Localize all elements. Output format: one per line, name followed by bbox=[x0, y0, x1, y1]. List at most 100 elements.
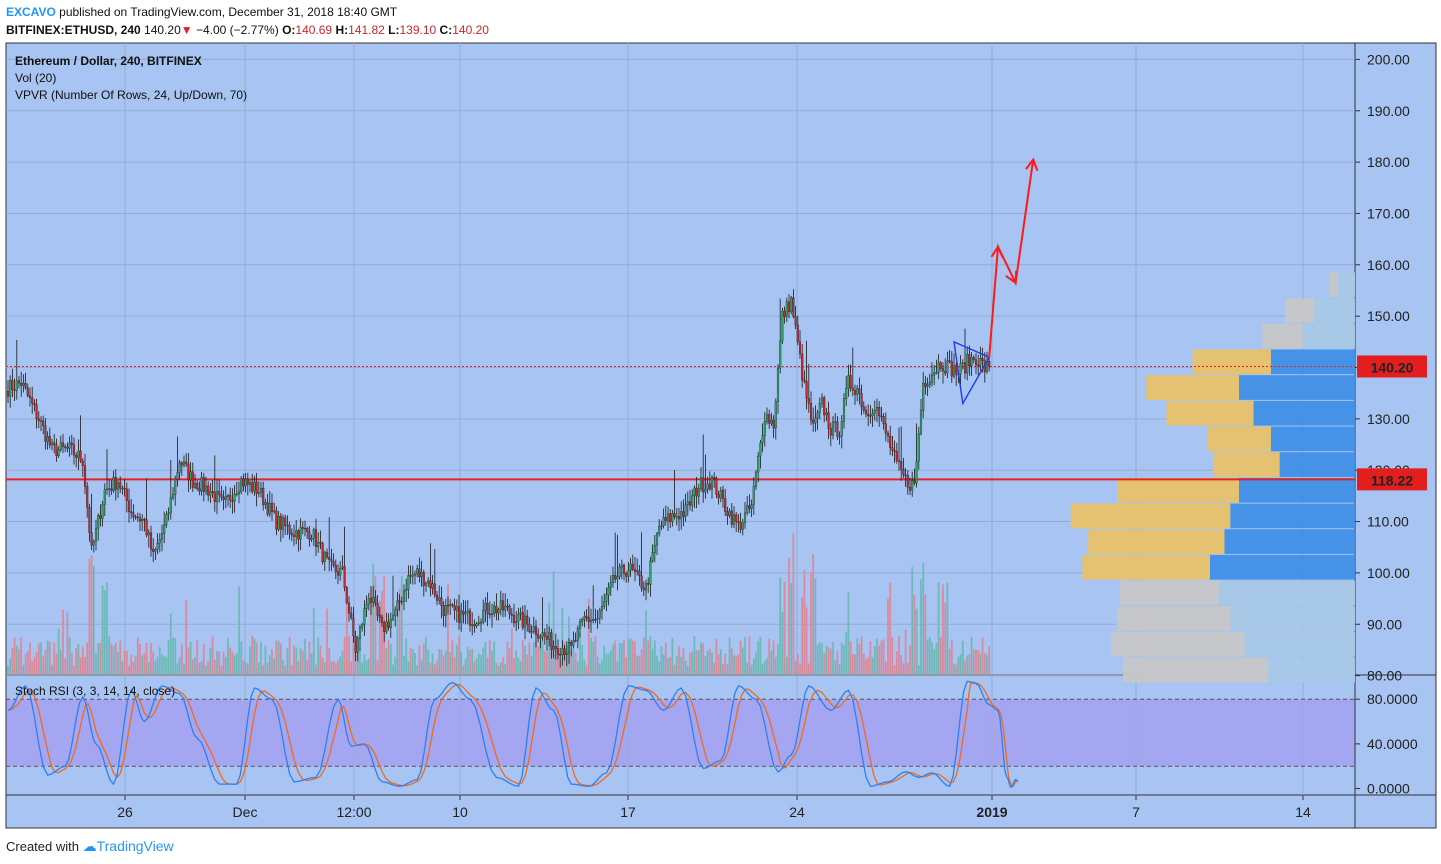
volume-bar bbox=[504, 663, 507, 674]
candle bbox=[552, 646, 555, 650]
volume-profile-up bbox=[1253, 400, 1355, 426]
candle bbox=[785, 301, 788, 317]
volume-bar bbox=[176, 663, 179, 674]
candle bbox=[286, 524, 289, 527]
volume-bar bbox=[414, 653, 416, 674]
candle bbox=[506, 605, 509, 608]
volume-bar bbox=[15, 645, 18, 674]
volume-bar bbox=[981, 637, 984, 674]
candle bbox=[449, 604, 452, 606]
volume-bar bbox=[187, 647, 190, 674]
candle bbox=[600, 605, 604, 611]
candle bbox=[97, 515, 100, 529]
candle bbox=[110, 488, 113, 491]
volume-bar bbox=[557, 650, 559, 674]
volume-bar bbox=[319, 645, 322, 674]
candle bbox=[933, 372, 936, 376]
candle bbox=[215, 491, 219, 502]
candle bbox=[176, 472, 179, 480]
candle bbox=[627, 570, 630, 577]
candle bbox=[926, 384, 929, 387]
candle bbox=[119, 482, 122, 489]
volume-bar bbox=[392, 664, 394, 674]
candle bbox=[805, 381, 808, 399]
volume-bar bbox=[691, 651, 694, 674]
candle bbox=[343, 566, 346, 588]
volume-bar bbox=[781, 611, 784, 674]
candle bbox=[611, 575, 615, 583]
candle bbox=[347, 602, 351, 614]
time-tick-label: 7 bbox=[1132, 804, 1140, 820]
candle bbox=[75, 455, 78, 458]
time-axis-area[interactable] bbox=[6, 795, 1436, 828]
candle bbox=[226, 495, 230, 497]
volume-bar bbox=[961, 640, 964, 674]
candle bbox=[638, 570, 641, 577]
volume-bar bbox=[304, 638, 306, 674]
volume-bar bbox=[515, 650, 518, 674]
volume-bar bbox=[660, 646, 663, 674]
volume-bar bbox=[777, 644, 779, 674]
volume-bar bbox=[317, 637, 320, 674]
candle bbox=[336, 571, 340, 576]
volume-bar bbox=[253, 638, 256, 674]
volume-bar bbox=[128, 665, 130, 674]
volume-bar bbox=[9, 658, 12, 674]
volume-bar bbox=[724, 653, 727, 674]
volume-bar bbox=[284, 665, 287, 674]
volume-bar bbox=[917, 665, 920, 674]
volume-bar bbox=[420, 660, 423, 674]
candle bbox=[288, 524, 291, 534]
volume-profile-up bbox=[1210, 554, 1355, 580]
candle bbox=[325, 552, 329, 558]
triangle-pattern[interactable] bbox=[953, 340, 991, 406]
candle bbox=[554, 646, 557, 649]
volume-bar bbox=[911, 567, 914, 674]
projection-path[interactable] bbox=[988, 159, 1035, 358]
candle bbox=[451, 604, 454, 606]
candle bbox=[732, 514, 736, 525]
candle bbox=[539, 636, 542, 639]
volume-bar bbox=[757, 640, 760, 674]
candle bbox=[770, 419, 773, 424]
candle bbox=[900, 461, 903, 470]
candle bbox=[519, 612, 522, 615]
volume-bar bbox=[845, 632, 848, 674]
candle bbox=[374, 597, 377, 604]
volume-bar bbox=[396, 602, 399, 674]
volume-bar bbox=[856, 638, 859, 674]
volume-bar bbox=[812, 554, 815, 674]
candle bbox=[730, 510, 733, 525]
footer-brand[interactable]: TradingView bbox=[96, 838, 174, 854]
volume-bar bbox=[926, 639, 929, 674]
volume-bar bbox=[508, 648, 511, 674]
candle bbox=[378, 615, 381, 618]
price-axis-area[interactable] bbox=[1355, 43, 1436, 795]
volume-bar bbox=[429, 662, 432, 674]
volume-profile-down bbox=[1285, 298, 1315, 323]
volume-bar bbox=[576, 661, 579, 674]
volume-bar bbox=[224, 657, 227, 674]
volume-bar bbox=[92, 566, 95, 674]
candle bbox=[937, 362, 940, 373]
candle bbox=[433, 583, 436, 596]
candle bbox=[334, 564, 337, 572]
volume-bar bbox=[792, 532, 795, 674]
candle bbox=[398, 600, 401, 603]
candle bbox=[160, 533, 164, 540]
volume-profile-up bbox=[1279, 452, 1355, 477]
candle bbox=[488, 613, 491, 616]
tradingview-logo-icon[interactable]: ☁ bbox=[82, 838, 97, 854]
candle bbox=[453, 605, 456, 611]
candle bbox=[880, 415, 883, 418]
author-name[interactable]: EXCAVO bbox=[6, 5, 56, 19]
candle bbox=[31, 397, 34, 404]
volume-bar bbox=[86, 642, 89, 674]
volume-bar bbox=[422, 643, 425, 674]
candle bbox=[152, 549, 155, 552]
volume-bar bbox=[211, 636, 214, 674]
volume-bar bbox=[471, 649, 474, 674]
price-tick-label: 110.00 bbox=[1367, 514, 1409, 530]
candle bbox=[697, 488, 700, 497]
